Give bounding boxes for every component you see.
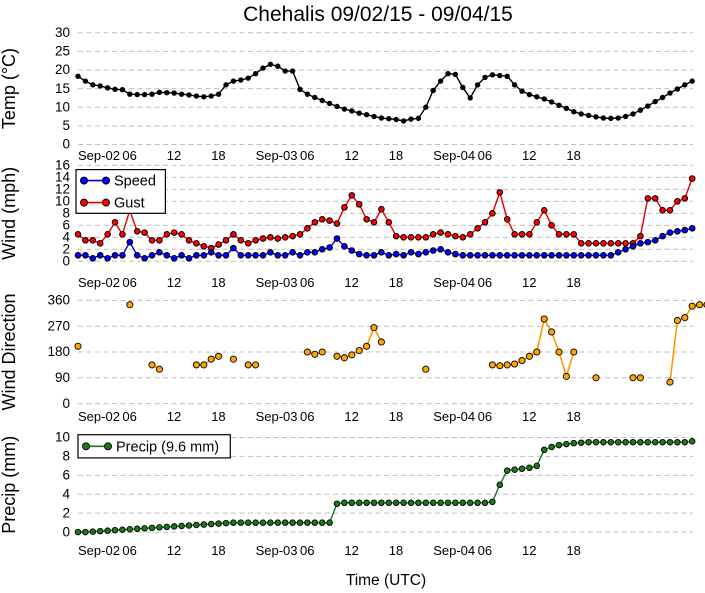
- svg-text:12: 12: [522, 148, 536, 163]
- svg-text:12: 12: [522, 543, 536, 558]
- svg-text:180: 180: [47, 344, 70, 359]
- svg-text:12: 12: [167, 409, 181, 424]
- svg-text:Wind Direction: Wind Direction: [0, 293, 19, 410]
- svg-text:12: 12: [344, 275, 358, 290]
- svg-text:Sep-02: Sep-02: [78, 409, 120, 424]
- svg-text:Sep-04: Sep-04: [433, 543, 475, 558]
- svg-text:90: 90: [55, 370, 70, 385]
- svg-text:Sep-02: Sep-02: [78, 148, 120, 163]
- svg-text:30: 30: [55, 25, 70, 40]
- svg-text:Sep-03: Sep-03: [256, 148, 298, 163]
- svg-text:Gust: Gust: [114, 196, 145, 212]
- svg-text:10: 10: [55, 99, 70, 114]
- svg-text:12: 12: [522, 275, 536, 290]
- svg-text:Temp (°C): Temp (°C): [0, 48, 19, 129]
- svg-text:Sep-02: Sep-02: [78, 543, 120, 558]
- svg-text:Sep-03: Sep-03: [256, 409, 298, 424]
- svg-text:10: 10: [55, 430, 70, 445]
- svg-text:18: 18: [211, 409, 225, 424]
- svg-text:06: 06: [300, 275, 314, 290]
- svg-text:8: 8: [62, 449, 70, 464]
- svg-text:12: 12: [167, 148, 181, 163]
- svg-text:06: 06: [478, 409, 492, 424]
- svg-text:06: 06: [300, 543, 314, 558]
- svg-text:12: 12: [344, 543, 358, 558]
- svg-text:18: 18: [566, 148, 580, 163]
- svg-text:06: 06: [478, 148, 492, 163]
- svg-text:270: 270: [47, 318, 70, 333]
- svg-text:06: 06: [300, 148, 314, 163]
- svg-text:25: 25: [55, 44, 70, 59]
- svg-text:Sep-04: Sep-04: [433, 275, 475, 290]
- svg-text:Wind (mph): Wind (mph): [0, 167, 19, 260]
- svg-text:0: 0: [62, 524, 70, 539]
- svg-text:5: 5: [62, 118, 70, 133]
- svg-text:Sep-02: Sep-02: [78, 275, 120, 290]
- svg-text:18: 18: [389, 275, 403, 290]
- svg-text:20: 20: [55, 62, 70, 77]
- svg-text:06: 06: [478, 275, 492, 290]
- svg-text:15: 15: [55, 81, 70, 96]
- svg-text:Precip (9.6 mm): Precip (9.6 mm): [116, 439, 219, 455]
- svg-text:Time (UTC): Time (UTC): [346, 572, 426, 589]
- svg-text:18: 18: [389, 148, 403, 163]
- svg-text:18: 18: [389, 409, 403, 424]
- svg-text:Sep-04: Sep-04: [433, 409, 475, 424]
- svg-text:Speed: Speed: [114, 174, 156, 190]
- svg-text:0: 0: [62, 137, 70, 152]
- svg-text:360: 360: [47, 293, 70, 308]
- svg-text:12: 12: [344, 148, 358, 163]
- svg-text:06: 06: [122, 275, 136, 290]
- svg-text:12: 12: [522, 409, 536, 424]
- svg-text:06: 06: [300, 409, 314, 424]
- svg-text:12: 12: [344, 409, 358, 424]
- svg-text:16: 16: [55, 158, 70, 173]
- svg-text:18: 18: [566, 409, 580, 424]
- svg-text:18: 18: [389, 543, 403, 558]
- svg-text:12: 12: [167, 275, 181, 290]
- svg-text:18: 18: [211, 543, 225, 558]
- svg-text:Precip (mm): Precip (mm): [0, 436, 19, 534]
- svg-text:18: 18: [211, 148, 225, 163]
- svg-text:06: 06: [122, 409, 136, 424]
- svg-text:0: 0: [62, 396, 70, 411]
- svg-text:4: 4: [62, 486, 70, 501]
- svg-text:06: 06: [122, 543, 136, 558]
- svg-text:18: 18: [211, 275, 225, 290]
- svg-text:06: 06: [122, 148, 136, 163]
- svg-text:6: 6: [62, 468, 70, 483]
- svg-text:Sep-04: Sep-04: [433, 148, 475, 163]
- svg-text:2: 2: [62, 505, 70, 520]
- svg-text:12: 12: [167, 543, 181, 558]
- svg-text:18: 18: [566, 543, 580, 558]
- svg-text:Sep-03: Sep-03: [256, 275, 298, 290]
- svg-text:Chehalis 09/02/15 - 09/04/15: Chehalis 09/02/15 - 09/04/15: [243, 3, 513, 26]
- svg-text:18: 18: [566, 275, 580, 290]
- svg-text:06: 06: [478, 543, 492, 558]
- svg-text:Sep-03: Sep-03: [256, 543, 298, 558]
